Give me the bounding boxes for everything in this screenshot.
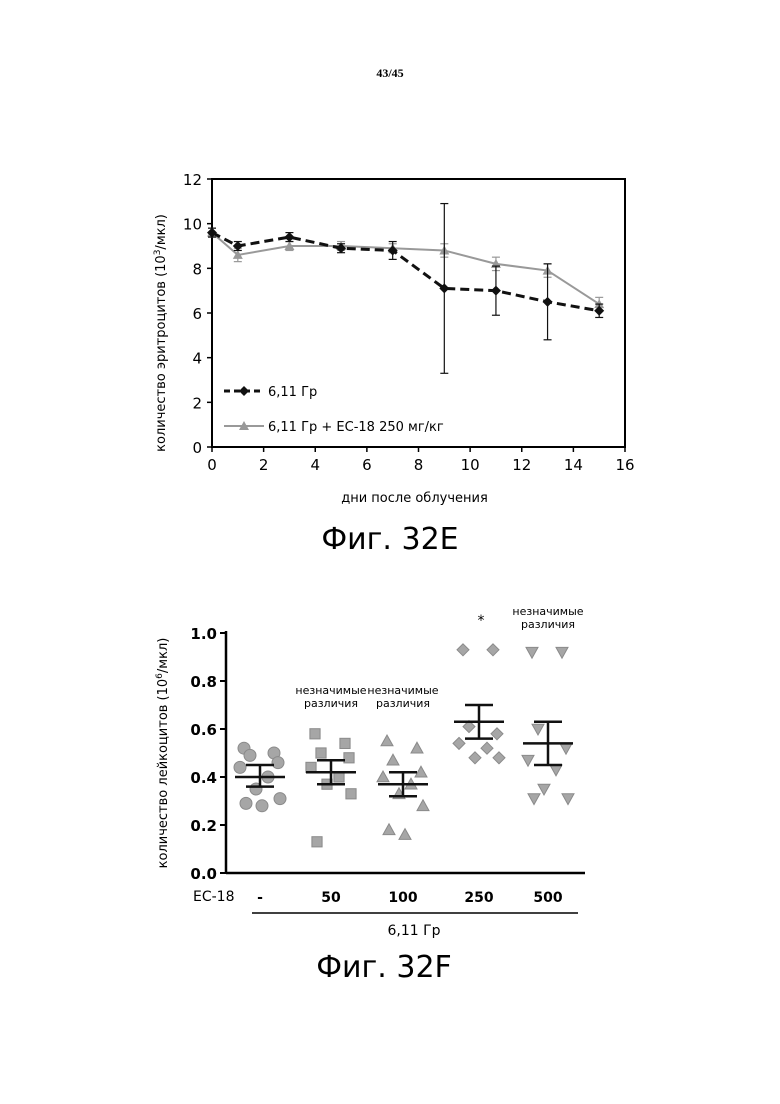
significance-annotation: * [478, 613, 485, 629]
data-point [560, 743, 572, 754]
data-point [481, 742, 493, 754]
category-label: 100 [388, 890, 417, 906]
significance-annotation: различия [376, 697, 430, 710]
significance-annotation: незначимые [512, 605, 583, 618]
significance-annotation: незначимые [295, 684, 366, 697]
data-point [526, 647, 538, 658]
data-point [344, 753, 354, 763]
y-tick-label: 0.6 [190, 721, 217, 739]
data-point [522, 755, 534, 766]
category-label: - [257, 890, 263, 906]
y-tick-label: 1.0 [190, 625, 217, 643]
y-axis-label: количество лейкоцитов (106/мкл) [155, 638, 171, 869]
data-point [240, 797, 252, 809]
data-point [493, 752, 505, 764]
data-point [411, 742, 423, 753]
data-point [274, 793, 286, 805]
data-point [312, 837, 322, 847]
y-tick-label: 0.8 [190, 673, 217, 691]
data-point [453, 737, 465, 749]
data-point [469, 752, 481, 764]
category-label: 50 [321, 890, 341, 906]
significance-annotation: различия [521, 618, 575, 631]
data-point [346, 789, 356, 799]
data-point [487, 644, 499, 656]
y-tick-label: 0.0 [190, 865, 217, 883]
data-point [381, 735, 393, 746]
category-label: 500 [533, 890, 562, 906]
data-point [556, 647, 568, 658]
data-point [272, 757, 284, 769]
data-point [256, 800, 268, 812]
wbc-scatter-chart: 0.0 0.2 0.4 0.6 0.8 1.0 количество лейкоцитов … [0, 0, 780, 1104]
data-point [532, 724, 544, 735]
y-tick-label: 0.4 [190, 769, 217, 787]
data-point [377, 771, 389, 782]
data-point [457, 644, 469, 656]
data-point [399, 829, 411, 840]
data-point [562, 794, 574, 805]
data-point [550, 765, 562, 776]
data-point [316, 748, 326, 758]
data-point [244, 749, 256, 761]
data-point [387, 754, 399, 765]
y-tick-label: 0.2 [190, 817, 217, 835]
category-label: 250 [464, 890, 493, 906]
ec18-row-label: EC-18 [193, 889, 235, 905]
data-point [234, 761, 246, 773]
data-point [417, 800, 429, 811]
significance-annotation: различия [304, 697, 358, 710]
data-point [383, 824, 395, 835]
significance-annotation: незначимые [367, 684, 438, 697]
data-point [340, 738, 350, 748]
data-point [310, 729, 320, 739]
group-label: 6,11 Гр [387, 923, 440, 939]
data-point [528, 794, 540, 805]
